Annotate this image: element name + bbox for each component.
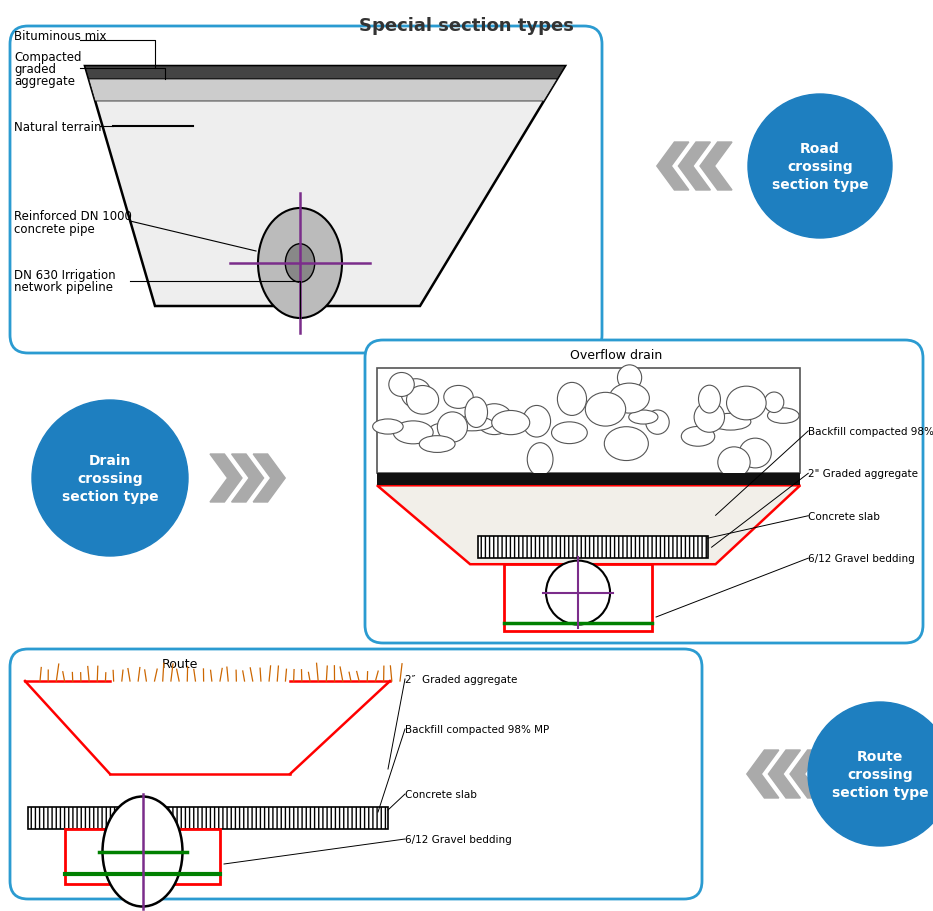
Bar	[65, 829, 220, 884]
Text: Backfill compacted 98% MP: Backfill compacted 98% MP	[808, 426, 933, 436]
Text: Natural terrain: Natural terrain	[14, 120, 102, 133]
Ellipse shape	[646, 411, 669, 435]
Polygon shape	[85, 67, 565, 307]
Ellipse shape	[727, 387, 766, 420]
Ellipse shape	[699, 385, 720, 414]
Ellipse shape	[465, 397, 488, 428]
Ellipse shape	[427, 424, 454, 445]
Ellipse shape	[393, 422, 433, 445]
Polygon shape	[253, 455, 285, 503]
Circle shape	[748, 95, 892, 239]
Polygon shape	[790, 750, 822, 798]
Ellipse shape	[451, 417, 494, 432]
Ellipse shape	[605, 427, 648, 461]
Text: Bituminous mix: Bituminous mix	[14, 29, 106, 43]
Text: Drain
crossing
section type: Drain crossing section type	[62, 453, 159, 504]
Text: Concrete slab: Concrete slab	[808, 511, 880, 521]
Polygon shape	[85, 67, 565, 80]
Ellipse shape	[372, 419, 403, 435]
Ellipse shape	[476, 404, 512, 435]
Text: 6/12 Gravel bedding: 6/12 Gravel bedding	[405, 834, 511, 844]
Ellipse shape	[557, 383, 587, 416]
Text: concrete pipe: concrete pipe	[14, 222, 95, 235]
Ellipse shape	[438, 413, 467, 443]
Text: Reinforced DN 1000: Reinforced DN 1000	[14, 210, 132, 222]
Text: graded: graded	[14, 63, 56, 76]
Circle shape	[546, 561, 610, 625]
Ellipse shape	[768, 408, 799, 424]
Text: Backfill compacted 98% MP: Backfill compacted 98% MP	[405, 724, 550, 734]
Polygon shape	[89, 80, 557, 102]
Polygon shape	[700, 143, 732, 190]
Polygon shape	[769, 750, 801, 798]
Ellipse shape	[585, 393, 626, 426]
Circle shape	[32, 401, 188, 557]
Bar	[377, 474, 801, 486]
Ellipse shape	[681, 427, 715, 446]
Text: network pipeline: network pipeline	[14, 281, 113, 294]
Ellipse shape	[618, 365, 642, 391]
Ellipse shape	[629, 411, 658, 425]
Ellipse shape	[710, 414, 751, 431]
Circle shape	[808, 702, 933, 846]
Text: 2″  Graded aggregate: 2″ Graded aggregate	[405, 674, 518, 684]
Ellipse shape	[527, 443, 553, 476]
Text: aggregate: aggregate	[14, 75, 75, 87]
FancyBboxPatch shape	[10, 650, 702, 899]
Ellipse shape	[258, 209, 342, 319]
Text: Route: Route	[161, 657, 198, 670]
Ellipse shape	[492, 411, 530, 435]
Ellipse shape	[407, 386, 439, 415]
FancyBboxPatch shape	[365, 341, 923, 643]
Text: Compacted: Compacted	[14, 50, 81, 64]
Text: 6/12 Gravel bedding: 6/12 Gravel bedding	[808, 554, 915, 564]
Text: 2" Graded aggregate: 2" Graded aggregate	[808, 469, 918, 479]
Ellipse shape	[389, 374, 414, 397]
Ellipse shape	[551, 423, 587, 445]
Bar	[504, 565, 652, 631]
Polygon shape	[377, 486, 801, 565]
Polygon shape	[210, 455, 242, 503]
Bar	[478, 537, 707, 558]
Text: Route
crossing
section type: Route crossing section type	[831, 749, 928, 800]
Text: Road
crossing
section type: Road crossing section type	[772, 141, 869, 192]
Polygon shape	[678, 143, 710, 190]
Ellipse shape	[739, 439, 772, 468]
Polygon shape	[746, 750, 779, 798]
Polygon shape	[657, 143, 689, 190]
Ellipse shape	[285, 244, 314, 283]
Ellipse shape	[609, 384, 649, 414]
Ellipse shape	[401, 379, 431, 408]
Bar	[28, 807, 388, 829]
Ellipse shape	[717, 447, 750, 478]
Text: DN 630 Irrigation: DN 630 Irrigation	[14, 268, 116, 281]
Text: Concrete slab: Concrete slab	[405, 789, 477, 799]
Bar	[377, 369, 801, 474]
Ellipse shape	[694, 403, 725, 433]
Polygon shape	[231, 455, 264, 503]
Ellipse shape	[764, 393, 784, 413]
Ellipse shape	[522, 406, 550, 437]
FancyBboxPatch shape	[10, 27, 602, 353]
Ellipse shape	[103, 796, 183, 906]
Ellipse shape	[419, 436, 455, 453]
Ellipse shape	[444, 386, 473, 409]
Text: Overflow drain: Overflow drain	[570, 349, 662, 362]
Text: Special section types: Special section types	[358, 17, 574, 35]
